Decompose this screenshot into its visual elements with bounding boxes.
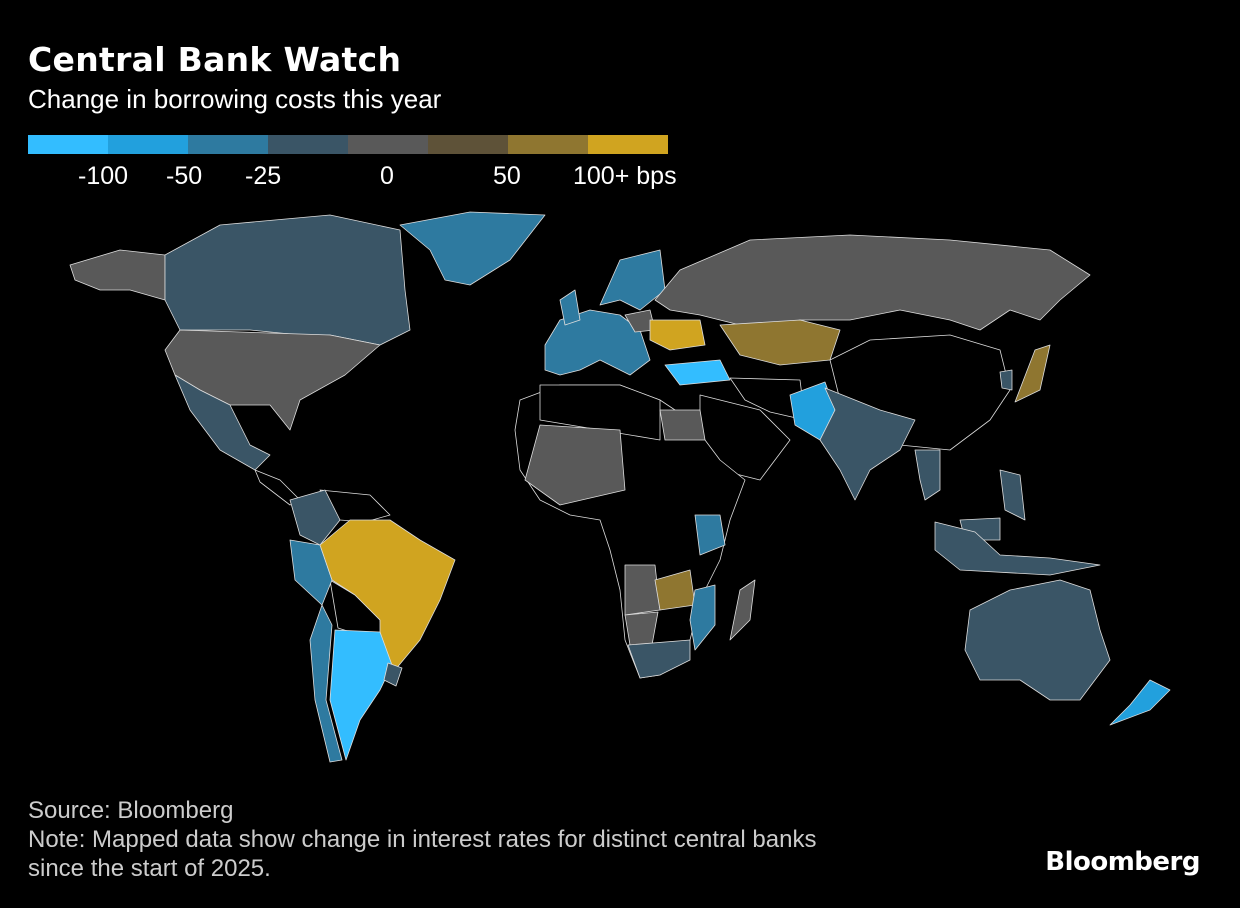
country-south-korea[interactable] — [999, 369, 1013, 391]
bloomberg-logo: Bloomberg — [1045, 847, 1200, 877]
country-canada[interactable] — [164, 214, 411, 346]
country-japan[interactable] — [1014, 344, 1051, 403]
country-uruguay[interactable] — [383, 662, 403, 687]
legend-swatch — [268, 135, 348, 154]
country-india[interactable] — [819, 387, 916, 501]
country-ukraine[interactable] — [649, 319, 706, 351]
country-argentina[interactable] — [329, 629, 393, 761]
chart-subtitle: Change in borrowing costs this year — [28, 84, 442, 114]
country-russia[interactable] — [654, 234, 1091, 331]
country-kazakhstan[interactable] — [719, 319, 841, 366]
country-greenland[interactable] — [399, 211, 546, 286]
legend-swatch — [28, 135, 108, 154]
country-new-zealand[interactable] — [1109, 679, 1171, 726]
country-iran — [729, 377, 806, 421]
note-text-line2: since the start of 2025. — [28, 855, 271, 882]
legend-tick: 100+ bps — [573, 162, 677, 190]
legend-tick: 50 — [493, 162, 521, 190]
region-west-africa[interactable] — [524, 424, 626, 506]
country-mexico[interactable] — [174, 374, 271, 471]
country-kenya[interactable] — [694, 514, 726, 556]
legend-swatch — [428, 135, 508, 154]
legend-tick: -50 — [166, 162, 203, 190]
country-angola[interactable] — [624, 564, 661, 616]
country-north-africa — [539, 384, 661, 441]
country-indonesia[interactable] — [934, 521, 1101, 576]
legend-tick: 0 — [380, 162, 394, 190]
country-chile[interactable] — [309, 604, 343, 763]
source-text: Source: Bloomberg — [28, 797, 234, 824]
footer-notes: Source: Bloomberg Note: Mapped data show… — [28, 796, 816, 883]
legend-swatch — [348, 135, 428, 154]
region-euro-area[interactable] — [544, 309, 651, 376]
color-legend — [28, 135, 668, 154]
country-united-kingdom[interactable] — [559, 289, 581, 326]
country-australia[interactable] — [964, 579, 1111, 701]
legend-tick: -100 — [78, 162, 129, 190]
country-egypt[interactable] — [659, 409, 706, 441]
legend-swatch — [188, 135, 268, 154]
country-colombia[interactable] — [289, 489, 341, 546]
note-text-line1: Note: Mapped data show change in interes… — [28, 826, 817, 853]
chart-title: Central Bank Watch — [28, 40, 402, 79]
country-turkey[interactable] — [664, 359, 731, 386]
region-nordics[interactable] — [599, 249, 666, 311]
legend-tick: -25 — [245, 162, 282, 190]
country-united-states[interactable] — [164, 329, 381, 431]
country-south-africa[interactable] — [627, 639, 691, 679]
country-brazil[interactable] — [319, 519, 456, 671]
legend-swatch — [108, 135, 188, 154]
country-thailand[interactable] — [914, 449, 941, 501]
country-madagascar[interactable] — [729, 579, 756, 641]
legend-swatch — [508, 135, 588, 154]
country-peru[interactable] — [289, 539, 333, 606]
country-namibia[interactable] — [624, 611, 659, 646]
country-mozambique[interactable] — [689, 584, 716, 651]
country-philippines[interactable] — [999, 469, 1026, 521]
country-united-states-alaska[interactable] — [69, 249, 166, 301]
legend-ticks: -100 -50 -25 0 50 100+ bps — [28, 162, 728, 196]
legend-swatch — [588, 135, 668, 154]
